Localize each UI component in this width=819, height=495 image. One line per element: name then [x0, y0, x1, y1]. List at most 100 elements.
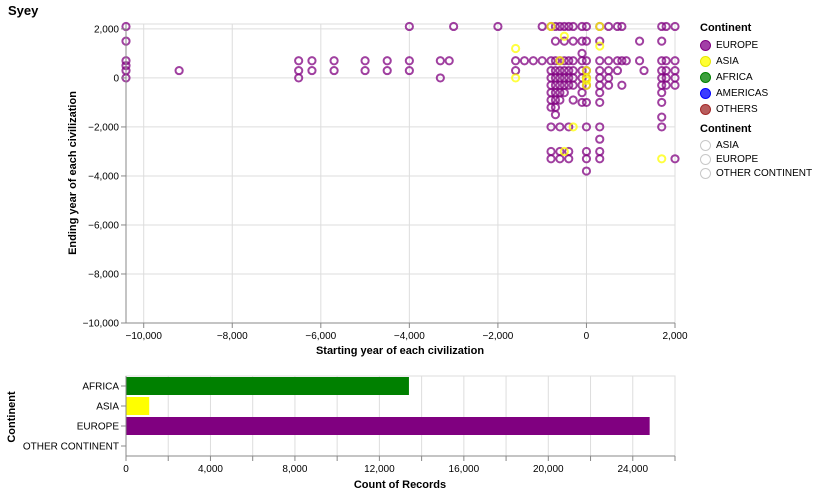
scatter-x-tick-label: −4,000 [394, 331, 425, 342]
scatter-point-europe [559, 21, 569, 32]
scatter-point-europe [444, 56, 454, 66]
scatter-point-europe [550, 36, 561, 46]
scatter-y-tick-label: −2,000 [88, 122, 119, 133]
scatter-point-europe [564, 56, 574, 66]
scatter-point-europe [603, 56, 614, 66]
scatter-y-tick-label: 0 [113, 73, 119, 84]
bar-asia [126, 397, 150, 415]
scatter-point-europe [546, 56, 556, 66]
scatter-point-asia [555, 56, 565, 66]
scatter-point-europe [537, 21, 547, 32]
scatter-y-tick-label: 2,000 [94, 24, 119, 35]
scatter-point-europe [577, 88, 587, 98]
legend-item-africa[interactable]: AFRICA [700, 69, 768, 85]
bar-y-tick-label-asia: ASIA [96, 402, 119, 413]
scatter-y-tick-label: −8,000 [88, 269, 119, 280]
scatter-point-europe [435, 73, 445, 83]
scatter-point-europe [360, 56, 370, 66]
scatter-point-europe [581, 56, 592, 66]
scatter-point-europe [555, 95, 565, 105]
scatter-point-europe [550, 110, 561, 120]
scatter-point-europe [564, 154, 574, 164]
scatter-point-asia [568, 122, 578, 132]
scatter-y-tick-label: −10,000 [83, 319, 120, 330]
legend-item-asia[interactable]: ASIA [700, 53, 768, 69]
scatter-point-asia [595, 21, 605, 32]
legend-label-others: OTHERS [716, 103, 758, 115]
scatter-point-europe [329, 65, 339, 76]
legend-symbol-other-continent-filter [700, 167, 711, 179]
legend-item-others[interactable]: OTHERS [700, 101, 768, 117]
scatter-y-tick-label: −4,000 [88, 171, 119, 182]
scatter-point-europe [493, 21, 503, 32]
scatter-point-europe [595, 154, 605, 164]
scatter-point-europe [511, 56, 521, 66]
scatter-point-europe [657, 122, 667, 132]
scatter-point-europe [603, 65, 614, 76]
legend-item-americas[interactable]: AMERICAS [700, 85, 768, 101]
page-title: Syey [8, 3, 39, 18]
scatter-point-europe [670, 21, 680, 32]
scatter-point-europe [294, 73, 304, 83]
legend-item-europe[interactable]: EUROPE [700, 37, 768, 53]
scatter-point-europe [639, 65, 649, 76]
scatter-point-europe [555, 154, 565, 164]
scatter-point-europe [670, 56, 680, 66]
scatter-point-europe [568, 56, 578, 66]
scatter-point-europe [564, 21, 574, 32]
scatter-point-europe [634, 36, 645, 46]
legend-item-other-continent-filter[interactable]: OTHER CONTINENT [700, 166, 812, 180]
scatter-point-europe [661, 80, 671, 90]
scatter-point-europe [568, 80, 578, 90]
scatter-point-europe [657, 97, 667, 108]
scatter-point-europe [559, 36, 569, 46]
scatter-point-europe [449, 21, 459, 32]
legend-item-europe-filter[interactable]: EUROPE [700, 152, 812, 166]
scatter-point-europe [307, 56, 317, 66]
scatter-point-europe [617, 56, 627, 66]
scatter-point-europe [559, 56, 569, 66]
scatter-point-europe [595, 80, 605, 90]
scatter-point-europe [577, 21, 587, 32]
scatter-plot-frame [125, 23, 676, 324]
scatter-point-europe [657, 88, 667, 98]
legend-title: Continent [700, 123, 752, 135]
scatter-point-europe [404, 65, 414, 76]
scatter-point-europe [294, 65, 304, 76]
scatter-y-tick-label: −6,000 [88, 220, 119, 231]
legend-continent-color: Continent EUROPE ASIA AFRICA AMERICAS OT… [700, 22, 768, 117]
scatter-point-asia [581, 80, 592, 90]
scatter-point-europe [670, 80, 680, 90]
scatter-point-europe [564, 122, 574, 132]
scatter-point-europe [595, 97, 605, 108]
scatter-point-europe [546, 122, 556, 132]
scatter-point-europe [568, 21, 578, 32]
legend-item-asia-filter[interactable]: ASIA [700, 138, 812, 152]
legend-label-africa: AFRICA [716, 71, 753, 83]
scatter-point-europe [595, 36, 605, 46]
scatter-x-tick-label: 2,000 [662, 331, 687, 342]
scatter-point-asia [511, 73, 521, 83]
legend-symbol-europe-filter [700, 153, 711, 165]
scatter-point-europe [595, 134, 605, 144]
scatter-point-europe [617, 21, 627, 32]
bar-y-tick-label-europe: EUROPE [77, 422, 120, 433]
scatter-point-asia [511, 43, 521, 54]
scatter-point-europe [404, 56, 414, 66]
scatter-point-europe [657, 56, 667, 66]
scatter-point-europe [577, 48, 587, 59]
scatter-point-europe [568, 95, 578, 105]
scatter-x-tick-label: −6,000 [305, 331, 336, 342]
scatter-point-europe [564, 80, 574, 90]
scatter-point-europe [612, 65, 623, 76]
scatter-point-europe [670, 154, 680, 164]
legend-label-europe: EUROPE [716, 39, 759, 51]
scatter-point-europe [581, 166, 592, 176]
legend-label-americas: AMERICAS [716, 87, 769, 99]
scatter-point-europe [294, 56, 304, 66]
scatter-point-europe [550, 21, 561, 32]
bar-x-tick-label: 12,000 [364, 464, 395, 475]
scatter-point-europe [621, 56, 631, 66]
scatter-point-europe [382, 56, 392, 66]
